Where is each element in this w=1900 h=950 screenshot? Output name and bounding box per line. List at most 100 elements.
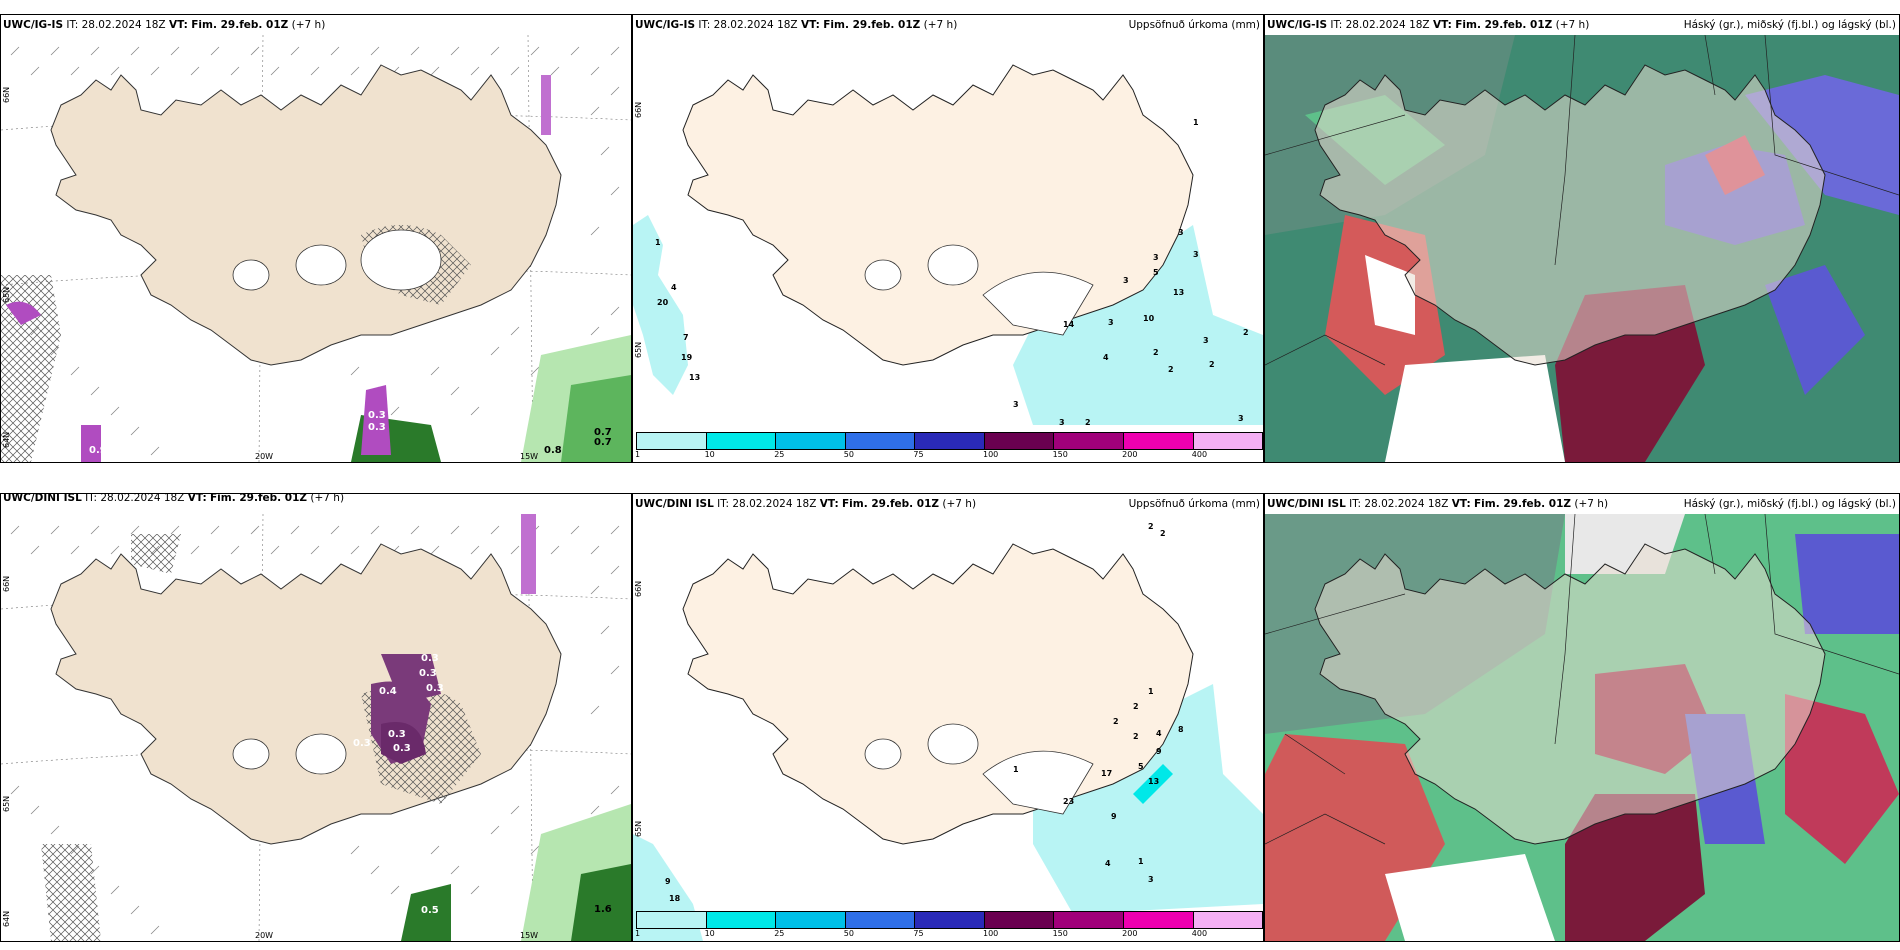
init-time: 28.02.2024 18Z [1345, 19, 1430, 31]
legend-swatch [1054, 912, 1124, 928]
precip-value: 3 [1108, 318, 1114, 327]
precip-value: 8 [1178, 725, 1184, 734]
precip-value: 13 [1148, 777, 1159, 786]
lat-label: 66N [2, 87, 11, 103]
legend-tick: 200 [1122, 929, 1138, 938]
lon-label: 20W [255, 931, 273, 940]
legend-tick: 1 [635, 929, 641, 938]
legend-swatch [984, 433, 1055, 449]
lat-label: 65N [634, 821, 643, 837]
legend-tick: 400 [1191, 450, 1208, 459]
precip-map[interactable]: 2 2 1 2 2 2 4 8 9 5 13 1 23 17 9 4 1 3 9… [633, 514, 1263, 941]
legend-tick: 10 [704, 450, 715, 459]
precip-value: 2 [1243, 328, 1249, 337]
cloud-area [1765, 265, 1865, 395]
legend-swatch [706, 912, 777, 928]
value-label: 0.7 [594, 427, 612, 438]
glacier [864, 738, 902, 770]
precip-value: 1 [1138, 857, 1144, 866]
wind-map[interactable]: 0.4 0.3 0.3 0.3 0.3 0.3 0.3 0.5 1.6 66N … [1, 514, 631, 941]
hatched-region-west [1, 275, 61, 462]
panel-header: UWC/IG-IS IT: 28.02.2024 18Z VT: Fim. 29… [633, 15, 1263, 35]
precip-area [1133, 764, 1173, 804]
precip-map[interactable]: 1 1 4 20 7 19 13 3 3 3 5 3 13 10 3 14 4 … [633, 35, 1263, 462]
init-time: 28.02.2024 18Z [713, 19, 798, 31]
lat-label: 66N [2, 576, 11, 592]
precip-legend: 1 10 25 50 75 100 150 200 400 [635, 911, 1263, 938]
valid-time: Fim. 29.feb. 01Z [210, 493, 308, 504]
legend-swatch [915, 433, 985, 449]
precip-value: 9 [1156, 747, 1162, 756]
legend-tick: 150 [1052, 450, 1068, 459]
lat-label: 65N [634, 342, 643, 358]
precip-legend: 1 10 25 50 75 100 150 200 400 [635, 432, 1263, 459]
lead-time: (+7 h) [942, 498, 977, 510]
glacier [232, 259, 270, 291]
cloud-area [1365, 255, 1415, 335]
precip-area [1013, 225, 1263, 425]
legend-swatch [845, 433, 916, 449]
legend-tick: 100 [982, 450, 999, 459]
precip-value: 17 [1101, 769, 1112, 778]
cloud-map[interactable] [1265, 35, 1899, 462]
model-label: UWC/IG-IS [1267, 19, 1328, 31]
glacier [295, 733, 347, 775]
glacier [927, 723, 979, 765]
precip-value: 10 [1143, 314, 1155, 323]
wind-map[interactable]: 0.3 0.3 0.8 0.7 0.7 0.9 66N 65N 64N 20W … [1, 35, 631, 462]
value-label: 0.3 [368, 410, 386, 421]
precip-value: 7 [683, 333, 689, 342]
region-borders [1265, 35, 1899, 366]
precip-value: 2 [1168, 365, 1174, 374]
valid-time: Fim. 29.feb. 01Z [1455, 19, 1553, 31]
cloud-map[interactable] [1265, 514, 1899, 941]
precip-value: 9 [1111, 812, 1117, 821]
legend-tick: 50 [843, 450, 854, 459]
legend-swatch [1054, 433, 1124, 449]
precip-area [633, 215, 688, 395]
panel-ig-precip: UWC/IG-IS IT: 28.02.2024 18Z VT: Fim. 29… [632, 14, 1264, 463]
valid-time: Fim. 29.feb. 01Z [823, 19, 921, 31]
legend-tick: 50 [843, 929, 854, 938]
precip-area [541, 75, 551, 135]
glacier [982, 271, 1094, 336]
legend-tick: 150 [1052, 929, 1068, 938]
precip-area [361, 385, 391, 455]
legend-tick: 25 [774, 450, 785, 459]
value-label: 0.8 [544, 445, 562, 456]
glacier [295, 244, 347, 286]
precip-value: 5 [1138, 762, 1144, 771]
precip-value: 3 [1123, 276, 1129, 285]
legend-swatch [1193, 912, 1263, 928]
precip-value: 3 [1203, 336, 1209, 345]
init-time: 28.02.2024 18Z [81, 19, 166, 31]
panel-header: UWC/IG-IS IT: 28.02.2024 18Z VT: Fim. 29… [1265, 15, 1899, 35]
precip-value: 4 [1156, 729, 1162, 738]
value-label: 0.3 [419, 668, 437, 679]
valid-time: Fim. 29.feb. 01Z [191, 19, 289, 31]
precip-area [401, 884, 451, 941]
hatched-region-west [41, 844, 101, 941]
cloud-area [1565, 794, 1705, 941]
value-label: 1.6 [594, 904, 612, 915]
precip-area [81, 425, 101, 462]
panel-dini-precip: UWC/DINI ISL IT: 28.02.2024 18Z VT: Fim.… [632, 493, 1264, 942]
lat-label: 66N [634, 102, 643, 118]
precip-value: 3 [1148, 875, 1154, 884]
model-label: UWC/DINI ISL [3, 493, 82, 504]
precip-area [521, 514, 536, 594]
legend-swatch [706, 433, 777, 449]
glacier [360, 229, 442, 291]
precip-area [571, 864, 631, 941]
model-label: UWC/IG-IS [635, 19, 696, 31]
region-borders [1265, 514, 1899, 845]
model-label: UWC/DINI ISL [1267, 498, 1346, 510]
panel-ig-cloud: UWC/IG-IS IT: 28.02.2024 18Z VT: Fim. 29… [1264, 14, 1900, 463]
precip-value: 14 [1063, 320, 1075, 329]
precip-value: 13 [689, 373, 700, 382]
precip-value: 3 [1013, 400, 1019, 409]
legend-swatch [915, 912, 985, 928]
precip-value: 1 [655, 238, 661, 247]
lead-time: (+7 h) [1555, 19, 1590, 31]
panel-title: Háský (gr.), miðský (fj.bl.) og lágský (… [1683, 498, 1896, 510]
